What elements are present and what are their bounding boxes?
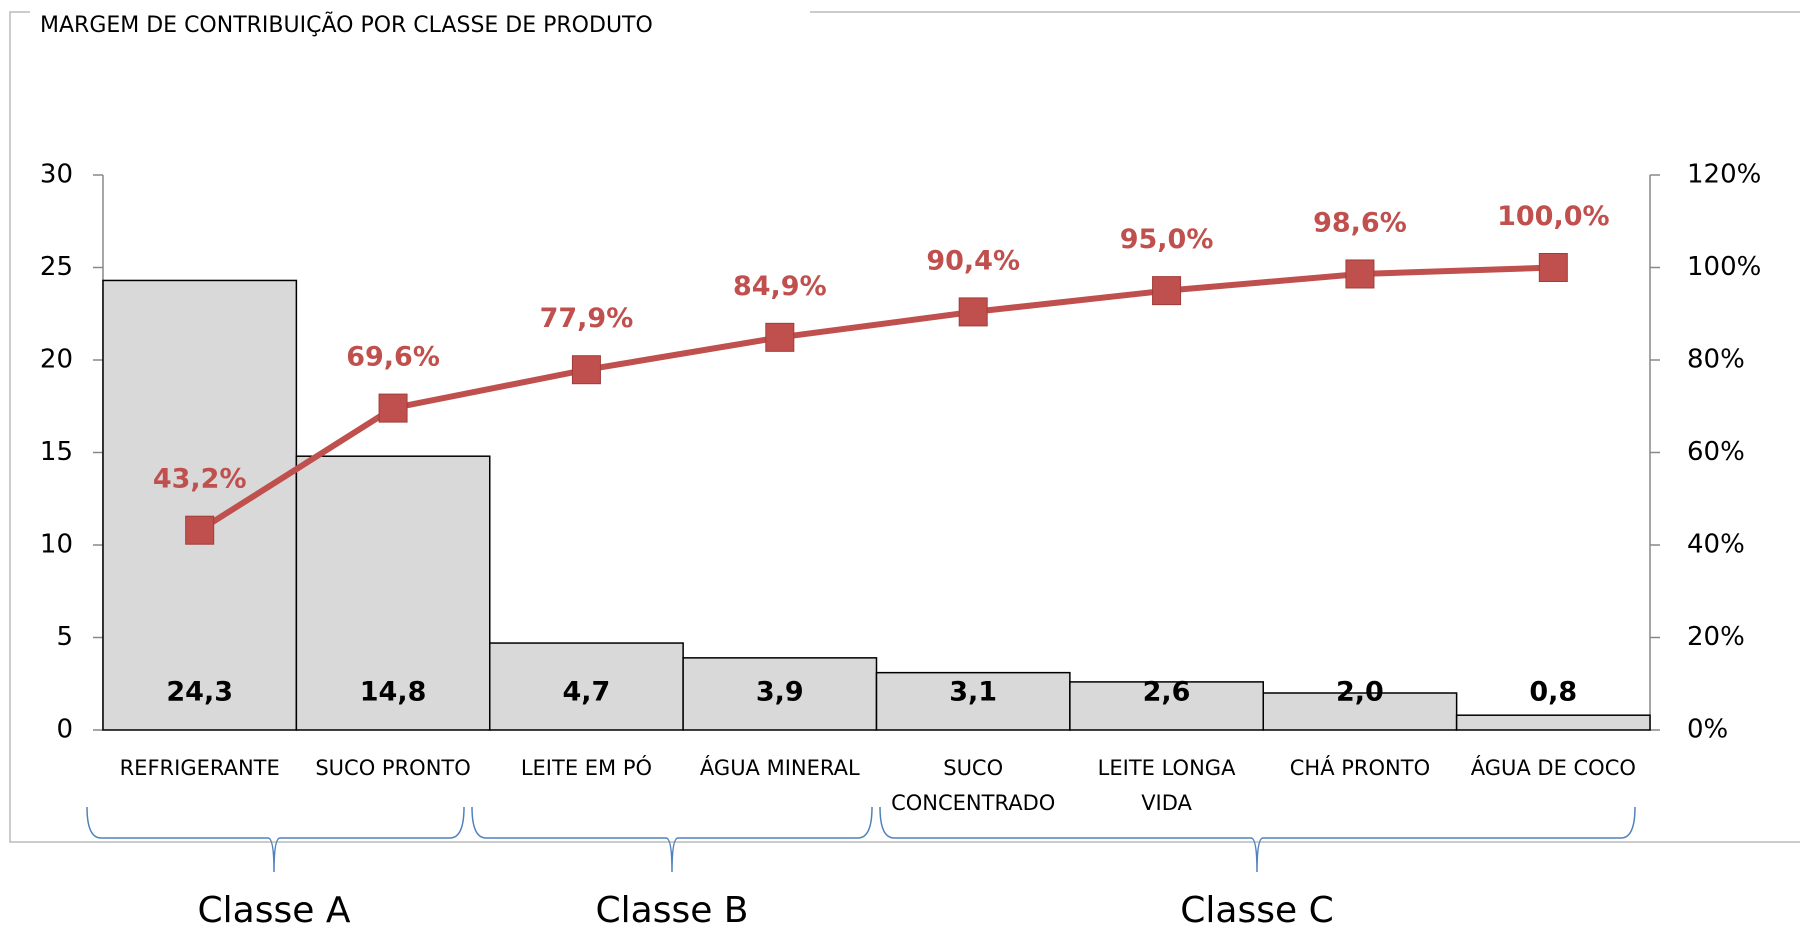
line-marker bbox=[765, 322, 795, 352]
class-label: Classe C bbox=[1180, 890, 1333, 931]
line-label: 69,6% bbox=[346, 342, 440, 373]
y-tick-label: 20 bbox=[40, 345, 73, 375]
bar-label: 4,7 bbox=[563, 677, 611, 708]
class-bracket bbox=[471, 806, 873, 873]
x-tick-label: LEITE EM PÓ bbox=[520, 756, 653, 780]
bar-label: 3,1 bbox=[949, 677, 997, 708]
x-tick-label: SUCO PRONTO bbox=[315, 756, 471, 780]
class-label: Classe B bbox=[596, 890, 749, 931]
line-label: 95,0% bbox=[1120, 224, 1214, 255]
y-tick-label: 30 bbox=[40, 160, 73, 190]
line-marker bbox=[185, 515, 215, 545]
x-tick-label: CHÁ PRONTO bbox=[1289, 756, 1431, 780]
bar bbox=[489, 642, 684, 731]
y-tick-label: 25 bbox=[40, 252, 73, 282]
y2-tick-label: 100% bbox=[1687, 252, 1761, 282]
chart-frame bbox=[9, 11, 1800, 843]
bar-label: 3,9 bbox=[756, 677, 804, 708]
bar bbox=[682, 657, 878, 731]
line-label: 100,0% bbox=[1497, 201, 1609, 232]
line-label: 84,9% bbox=[733, 271, 827, 302]
line-marker bbox=[1152, 276, 1182, 306]
x-tick-label: ÁGUA MINERAL bbox=[699, 756, 860, 780]
bar bbox=[102, 279, 298, 731]
bar-label: 2,6 bbox=[1143, 677, 1191, 708]
bar-label: 24,3 bbox=[166, 677, 233, 708]
y2-tick-label: 0% bbox=[1687, 715, 1728, 745]
bar bbox=[1455, 714, 1651, 731]
line-marker bbox=[571, 355, 601, 385]
x-tick-label: REFRIGERANTE bbox=[119, 756, 280, 780]
y2-tick-label: 120% bbox=[1687, 160, 1761, 190]
y2-tick-label: 60% bbox=[1687, 437, 1745, 467]
bar bbox=[1262, 692, 1458, 731]
line-marker bbox=[378, 393, 408, 423]
line-label: 77,9% bbox=[540, 303, 634, 334]
y-tick-label: 0 bbox=[56, 715, 73, 745]
y2-tick-label: 40% bbox=[1687, 530, 1745, 560]
class-bracket bbox=[86, 806, 465, 873]
bar-label: 0,8 bbox=[1529, 677, 1577, 708]
bar bbox=[295, 455, 491, 731]
class-bracket bbox=[879, 806, 1636, 873]
line-label: 90,4% bbox=[926, 245, 1020, 276]
bar-label: 14,8 bbox=[360, 677, 427, 708]
line-label: 98,6% bbox=[1313, 207, 1407, 238]
bar-label: 2,0 bbox=[1336, 677, 1384, 708]
y-tick-label: 15 bbox=[40, 437, 73, 467]
line-marker bbox=[958, 297, 988, 327]
x-tick-label: SUCO CONCENTRADO bbox=[891, 756, 1056, 815]
y-tick-label: 5 bbox=[56, 622, 73, 652]
class-label: Classe A bbox=[198, 890, 351, 931]
cumulative-line bbox=[198, 264, 1554, 533]
y-tick-label: 10 bbox=[40, 530, 73, 560]
y2-tick-label: 80% bbox=[1687, 345, 1745, 375]
chart-title: MARGEM DE CONTRIBUIÇÃO POR CLASSE DE PRO… bbox=[40, 11, 653, 38]
bar bbox=[875, 671, 1071, 731]
line-label: 43,2% bbox=[153, 464, 247, 495]
x-tick-label: ÁGUA DE COCO bbox=[1470, 756, 1636, 780]
x-tick-label: LEITE LONGA VIDA bbox=[1097, 756, 1236, 815]
line-marker bbox=[1345, 259, 1375, 289]
y2-tick-label: 20% bbox=[1687, 622, 1745, 652]
line-marker bbox=[1538, 253, 1568, 282]
